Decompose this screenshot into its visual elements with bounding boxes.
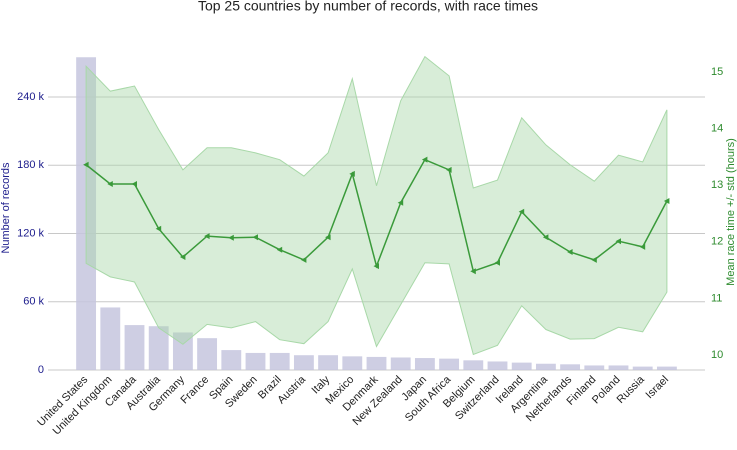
marker [421, 156, 428, 163]
bar [342, 356, 363, 370]
chart-title: Top 25 countries by number of records, w… [198, 0, 538, 14]
marker [567, 248, 573, 255]
bar [632, 366, 653, 370]
marker [179, 254, 186, 261]
x-tick-label: Israel [644, 374, 672, 402]
bar [221, 350, 242, 370]
bar [148, 326, 169, 370]
y2-tick-label: 13 [711, 179, 723, 191]
marker [300, 256, 307, 263]
bar [414, 358, 435, 370]
x-tick-label: Russia [615, 373, 648, 406]
bar [511, 362, 532, 370]
marker [470, 268, 476, 275]
bar [560, 364, 581, 370]
bar [245, 352, 266, 370]
bar [318, 355, 339, 370]
bar [124, 325, 145, 370]
x-tick-label: Austria [275, 373, 308, 406]
bar [608, 365, 629, 370]
bar [463, 360, 484, 370]
bar [197, 338, 218, 370]
marker [615, 238, 621, 245]
y2-tick-label: 15 [711, 66, 723, 78]
marker [639, 243, 646, 250]
y-tick-label: 180 k [17, 159, 44, 171]
y2-tick-label: 10 [711, 349, 723, 361]
marker [107, 181, 113, 188]
marker [518, 208, 525, 215]
marker [446, 166, 452, 173]
marker [663, 197, 670, 204]
marker [373, 263, 379, 270]
bar [439, 358, 460, 370]
y2-tick-label: 11 [711, 292, 722, 304]
marker [542, 234, 549, 241]
marker [325, 234, 331, 241]
marker [276, 246, 283, 253]
bar [584, 365, 605, 370]
bar [535, 363, 556, 370]
bar [100, 307, 121, 370]
y-tick-label: 240 k [17, 91, 44, 103]
bar [390, 357, 411, 370]
marker [252, 234, 258, 241]
marker [83, 161, 89, 168]
bar [293, 355, 314, 370]
marker [591, 256, 597, 263]
y-tick-label: 120 k [17, 227, 44, 239]
bar [487, 361, 508, 370]
marker [349, 170, 355, 177]
marker [228, 234, 234, 241]
y2-tick-label: 14 [711, 122, 723, 134]
marker [204, 233, 210, 240]
y-tick-label: 60 k [23, 296, 44, 308]
y-tick-label: 0 [38, 364, 44, 376]
bar [366, 356, 387, 370]
y2-axis-label: Mean race time +/- std (hours) [725, 138, 737, 286]
marker [397, 199, 404, 206]
marker [155, 225, 162, 232]
bar [269, 352, 290, 370]
y2-tick-label: 12 [711, 236, 723, 248]
y-axis-label: Number of records [0, 162, 12, 254]
marker [494, 259, 500, 266]
marker [131, 181, 137, 188]
bar [656, 366, 677, 370]
std-band [85, 55, 668, 356]
bar [172, 332, 193, 370]
